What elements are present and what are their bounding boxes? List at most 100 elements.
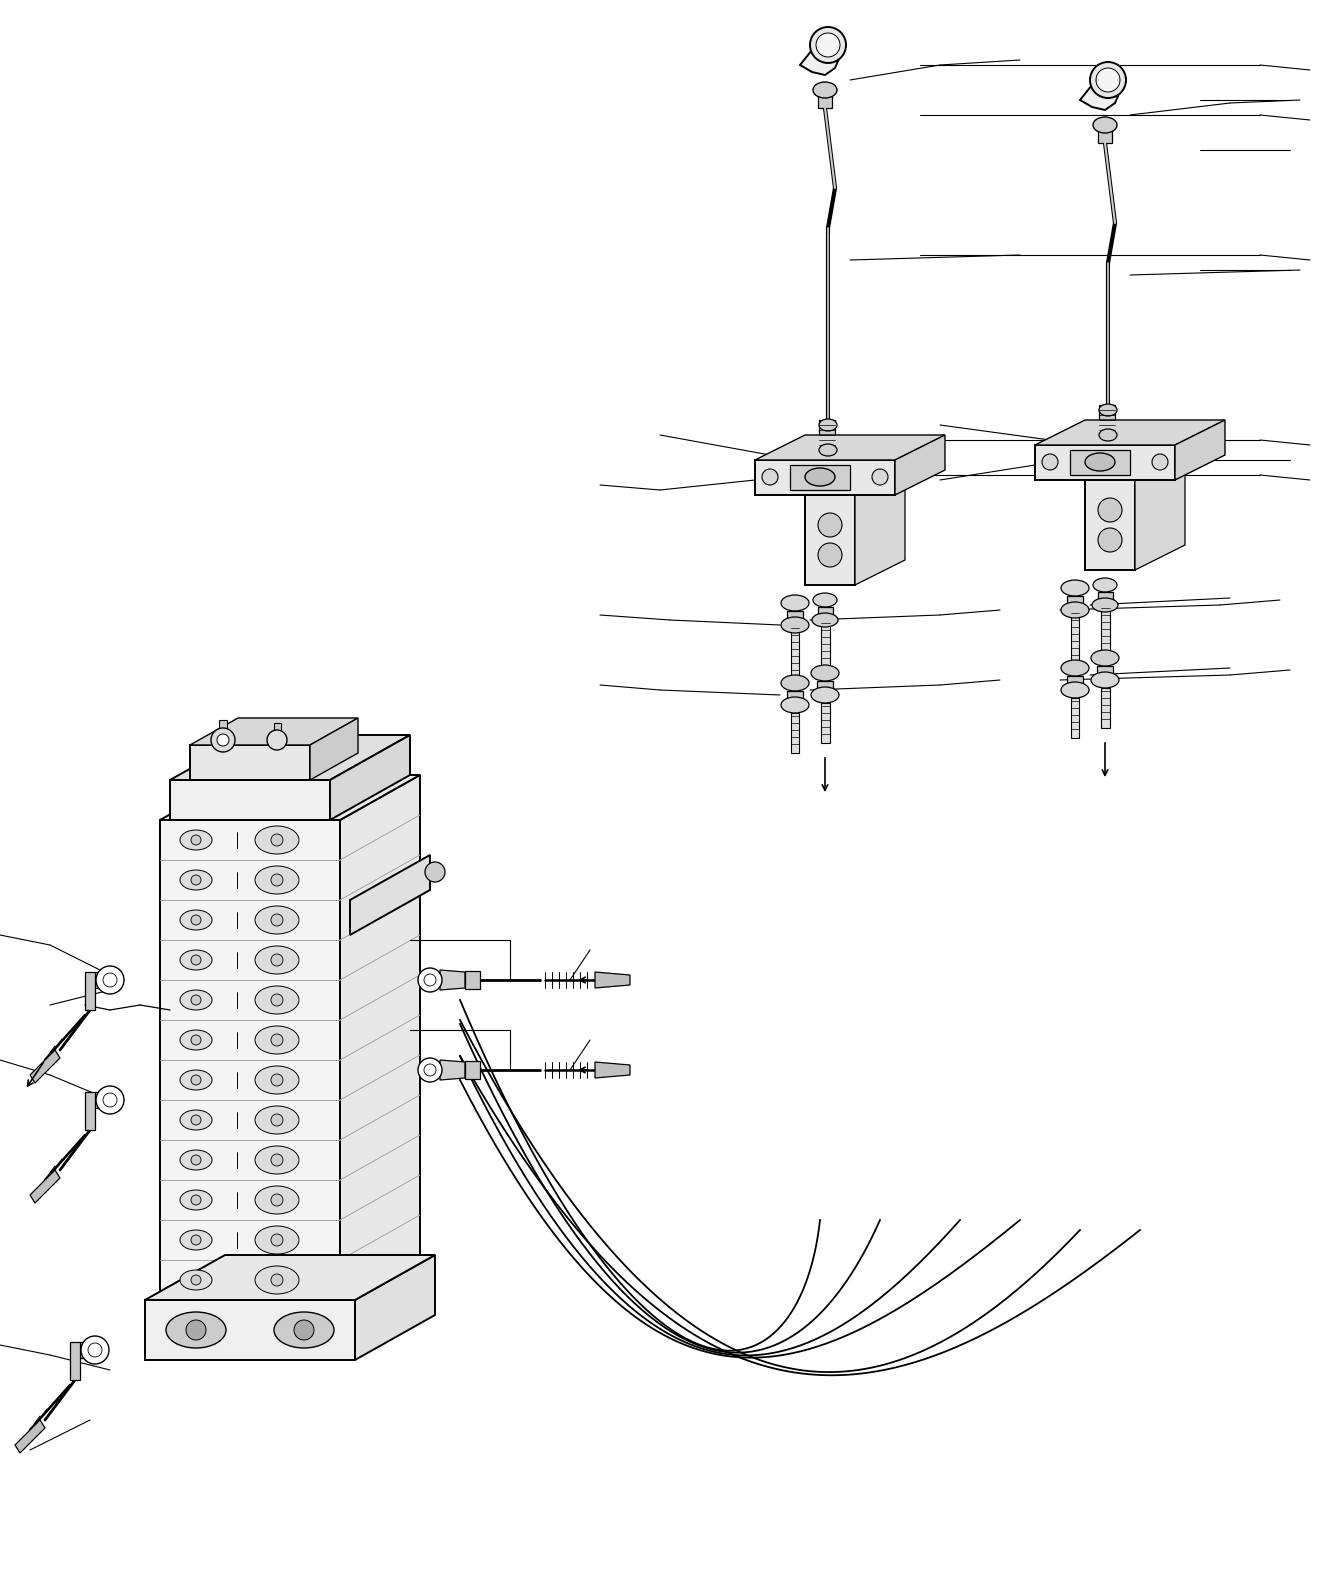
Ellipse shape [781,618,809,634]
Bar [1097,666,1113,680]
Bar [1098,592,1113,605]
Bar [788,691,802,705]
Circle shape [1090,62,1126,97]
Bar [821,702,831,744]
Bar [818,606,833,619]
Ellipse shape [1091,672,1120,688]
Circle shape [423,974,435,986]
Circle shape [191,1235,202,1245]
Bar [792,713,798,753]
Bar [818,89,832,109]
Ellipse shape [1060,579,1089,595]
Ellipse shape [1098,528,1122,552]
Ellipse shape [1085,453,1116,471]
Polygon shape [70,1342,81,1381]
Polygon shape [1081,70,1122,110]
Ellipse shape [255,1146,298,1175]
Ellipse shape [812,613,839,627]
Circle shape [191,1076,202,1085]
Circle shape [271,994,284,1005]
Bar [219,720,227,741]
Polygon shape [190,718,358,745]
Bar [818,420,835,450]
Polygon shape [145,1301,355,1360]
Polygon shape [800,35,841,75]
Ellipse shape [180,990,212,1010]
Circle shape [1152,453,1168,469]
Polygon shape [169,780,331,820]
Ellipse shape [1060,661,1089,677]
Circle shape [810,27,845,62]
Ellipse shape [781,697,809,713]
Polygon shape [1085,480,1134,570]
Circle shape [191,915,202,926]
Polygon shape [310,718,358,780]
Polygon shape [855,469,905,586]
Circle shape [271,954,284,966]
Circle shape [294,1320,314,1341]
Ellipse shape [810,666,839,681]
Ellipse shape [180,1029,212,1050]
Bar [1067,595,1083,610]
Bar [792,626,798,680]
Ellipse shape [167,1312,226,1349]
Circle shape [418,969,442,993]
Circle shape [103,974,117,986]
Ellipse shape [1091,650,1120,666]
Ellipse shape [813,594,837,606]
Circle shape [271,1234,284,1246]
Ellipse shape [180,910,212,930]
Circle shape [267,729,288,750]
Polygon shape [805,495,855,586]
Circle shape [191,1195,202,1205]
Polygon shape [30,1050,60,1084]
Circle shape [872,469,888,485]
Ellipse shape [1093,578,1117,592]
Ellipse shape [813,81,837,97]
Bar [1101,605,1110,658]
Circle shape [191,954,202,966]
Bar [1099,405,1116,436]
Polygon shape [349,855,430,935]
Polygon shape [85,1092,95,1130]
Bar [1067,677,1083,689]
Bar [1101,688,1110,728]
Circle shape [191,1275,202,1285]
Ellipse shape [805,468,835,487]
Polygon shape [465,1061,480,1079]
Polygon shape [190,745,310,780]
Ellipse shape [255,827,298,854]
Polygon shape [595,1061,630,1077]
Circle shape [103,1093,117,1108]
Bar [274,723,281,741]
Circle shape [95,1085,124,1114]
Polygon shape [160,820,340,1301]
Polygon shape [160,776,419,820]
Polygon shape [30,1170,60,1203]
Polygon shape [81,1342,105,1358]
Ellipse shape [255,986,298,1013]
Polygon shape [439,970,465,990]
Circle shape [191,875,202,886]
Polygon shape [340,776,419,1301]
Ellipse shape [255,867,298,894]
Polygon shape [1035,420,1224,445]
Bar [1071,697,1079,737]
Ellipse shape [810,686,839,702]
Circle shape [271,875,284,886]
Circle shape [1042,453,1058,469]
Polygon shape [95,1092,120,1108]
Polygon shape [1175,420,1224,480]
Circle shape [271,1034,284,1045]
Circle shape [425,862,445,883]
Circle shape [95,966,124,994]
Circle shape [191,1034,202,1045]
Ellipse shape [180,1191,212,1210]
Circle shape [87,1342,102,1357]
Circle shape [191,835,202,844]
Circle shape [271,1194,284,1207]
Polygon shape [790,464,849,490]
Ellipse shape [180,1270,212,1290]
Bar [817,681,833,694]
Polygon shape [15,1420,44,1452]
